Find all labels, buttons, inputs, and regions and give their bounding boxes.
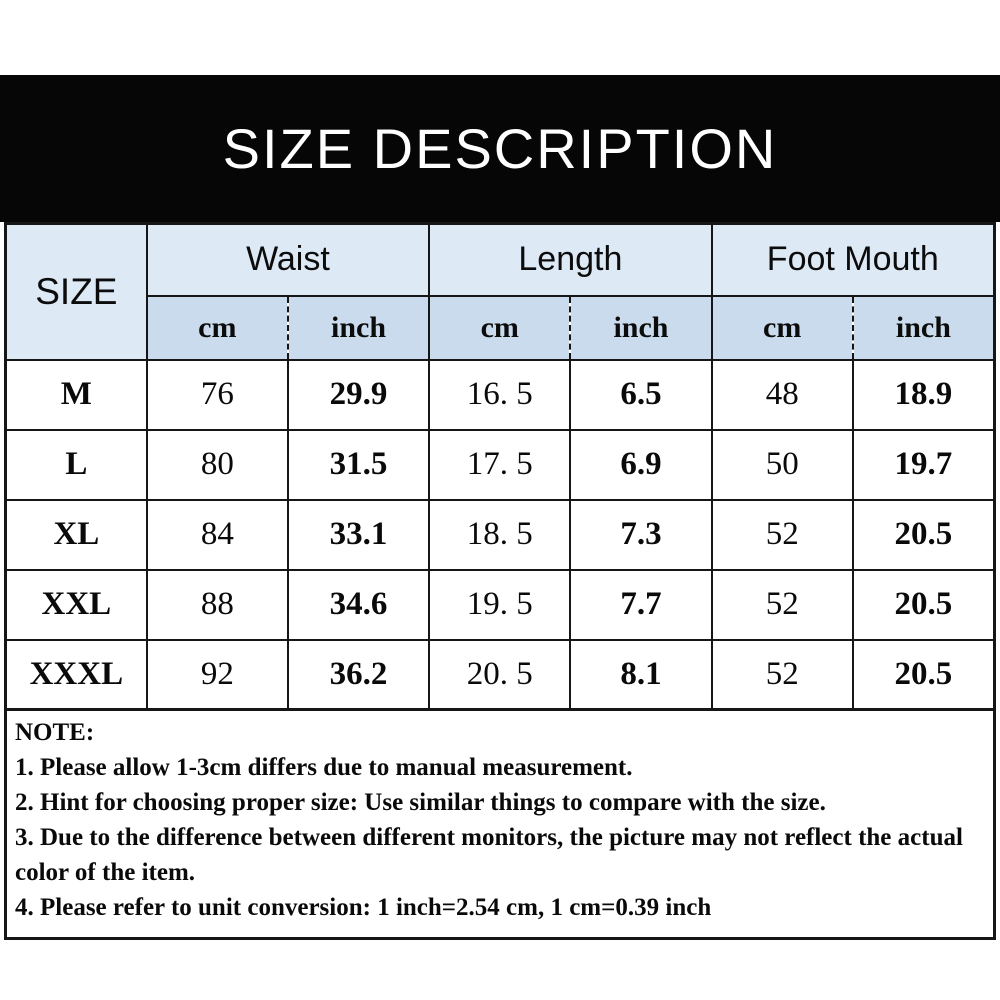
cell-size: M xyxy=(4,358,148,431)
cell-foot-cm: 50 xyxy=(710,428,854,501)
table-header-row-units: cm inch cm inch cm inch xyxy=(6,294,996,361)
cell-foot-cm: 52 xyxy=(710,498,854,571)
cell-waist-cm: 92 xyxy=(145,638,289,711)
unit-header-waist-cm: cm xyxy=(145,294,289,361)
cell-waist-inch: 36.2 xyxy=(286,638,431,711)
cell-length-cm: 18. 5 xyxy=(428,498,572,571)
cell-foot-cm: 52 xyxy=(710,568,854,641)
cell-foot-inch: 20.5 xyxy=(851,638,996,711)
cell-length-cm: 20. 5 xyxy=(428,638,572,711)
column-header-size: SIZE xyxy=(4,222,148,361)
cell-waist-inch: 33.1 xyxy=(286,498,431,571)
column-header-foot-mouth: Foot Mouth xyxy=(710,222,996,297)
column-header-length: Length xyxy=(428,222,713,297)
unit-header-waist-inch: inch xyxy=(286,294,431,361)
cell-length-inch: 7.7 xyxy=(569,568,713,641)
cell-waist-cm: 88 xyxy=(145,568,289,641)
column-header-waist: Waist xyxy=(145,222,431,297)
table-header-row-groups: SIZE Waist Length Foot Mouth xyxy=(4,222,996,361)
table-row-xxl: XXL 88 34.6 19. 5 7.7 52 20.5 xyxy=(4,568,996,641)
table-row-m: M 76 29.9 16. 5 6.5 48 18.9 xyxy=(4,358,996,431)
page-title: SIZE DESCRIPTION xyxy=(222,117,778,180)
cell-size: XL xyxy=(4,498,148,571)
table-row-xxxl: XXXL 92 36.2 20. 5 8.1 52 20.5 xyxy=(4,638,996,711)
size-table: SIZE Waist Length Foot Mouth cm inch cm … xyxy=(4,222,996,711)
cell-size: L xyxy=(4,428,148,501)
cell-size: XXXL xyxy=(4,638,148,711)
cell-length-cm: 16. 5 xyxy=(428,358,572,431)
cell-size: XXL xyxy=(4,568,148,641)
cell-waist-cm: 84 xyxy=(145,498,289,571)
notes-section: NOTE: 1. Please allow 1-3cm differs due … xyxy=(4,711,996,940)
title-banner: SIZE DESCRIPTION xyxy=(0,75,1000,222)
cell-foot-inch: 20.5 xyxy=(851,498,996,571)
cell-waist-inch: 34.6 xyxy=(286,568,431,641)
cell-waist-inch: 31.5 xyxy=(286,428,431,501)
cell-length-inch: 8.1 xyxy=(569,638,713,711)
table-row-xl: XL 84 33.1 18. 5 7.3 52 20.5 xyxy=(4,498,996,571)
note-item-3: 3. Due to the difference between differe… xyxy=(15,824,963,886)
cell-length-inch: 7.3 xyxy=(569,498,713,571)
cell-length-inch: 6.9 xyxy=(569,428,713,501)
unit-header-length-cm: cm xyxy=(428,294,572,361)
cell-waist-inch: 29.9 xyxy=(286,358,431,431)
cell-foot-cm: 52 xyxy=(710,638,854,711)
notes-title: NOTE: xyxy=(15,719,95,746)
cell-length-inch: 6.5 xyxy=(569,358,713,431)
cell-waist-cm: 80 xyxy=(145,428,289,501)
cell-length-cm: 19. 5 xyxy=(428,568,572,641)
note-item-1: 1. Please allow 1-3cm differs due to man… xyxy=(15,754,633,781)
cell-waist-cm: 76 xyxy=(145,358,289,431)
top-whitespace xyxy=(0,0,1000,75)
cell-foot-cm: 48 xyxy=(710,358,854,431)
note-item-4: 4. Please refer to unit conversion: 1 in… xyxy=(15,894,712,921)
unit-header-foot-inch: inch xyxy=(851,294,996,361)
cell-foot-inch: 19.7 xyxy=(851,428,996,501)
table-row-l: L 80 31.5 17. 5 6.9 50 19.7 xyxy=(4,428,996,501)
unit-header-foot-cm: cm xyxy=(710,294,854,361)
note-item-2: 2. Hint for choosing proper size: Use si… xyxy=(15,789,826,816)
cell-length-cm: 17. 5 xyxy=(428,428,572,501)
cell-foot-inch: 20.5 xyxy=(851,568,996,641)
unit-header-length-inch: inch xyxy=(569,294,713,361)
cell-foot-inch: 18.9 xyxy=(851,358,996,431)
